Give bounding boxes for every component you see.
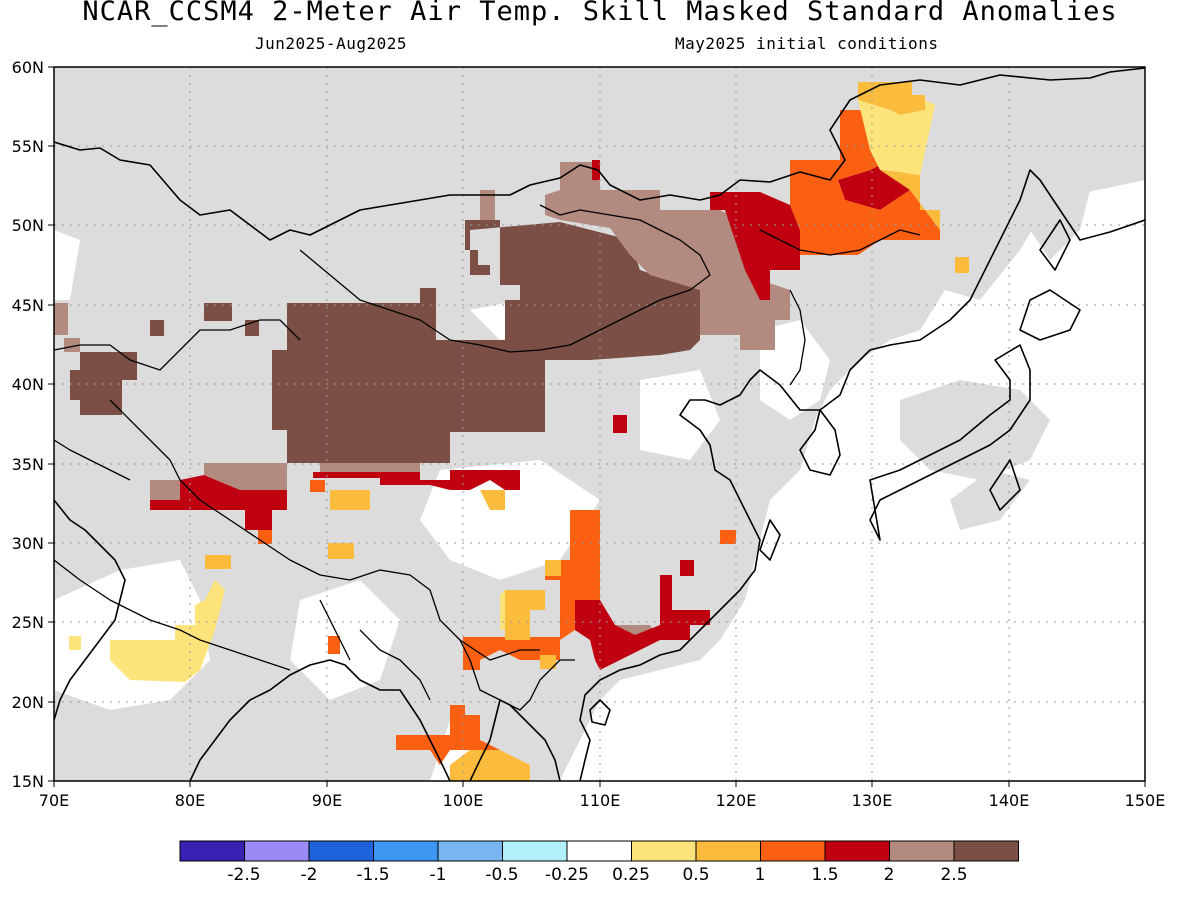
y-tick-label: 25N [12, 613, 44, 632]
map-area [54, 67, 1145, 781]
x-tick-label: 100E [443, 791, 484, 810]
colorbar-label: -1.5 [356, 865, 389, 885]
anomaly-0.5 [69, 100, 935, 682]
country-borders [54, 204, 921, 711]
x-tick-label: 110E [580, 791, 621, 810]
y-tick-label: 55N [12, 137, 44, 156]
colorbar-label: -1 [430, 865, 447, 885]
x-tick-label: 90E [312, 791, 342, 810]
chart-title: NCAR_CCSM4 2-Meter Air Temp. Skill Maske… [82, 0, 1118, 27]
colorbar-box [179, 840, 245, 862]
anomaly-2.0 [54, 162, 790, 650]
colorbar-box [437, 840, 503, 862]
x-tick-label: 70E [39, 791, 69, 810]
colorbar [179, 840, 1019, 862]
colorbar-label: -2 [301, 865, 318, 885]
graticule [54, 67, 1145, 781]
x-tick-label: 140E [989, 791, 1030, 810]
colorbar-labels: -2.5 -2 -1.5 -1 -0.5 -0.25 0.25 0.5 1 1.… [227, 865, 967, 885]
colorbar-box [244, 840, 310, 862]
period-subtitle: Jun2025-Aug2025 [255, 34, 407, 53]
x-tick-label: 150E [1125, 791, 1166, 810]
colorbar-box [824, 840, 890, 862]
colorbar-box [566, 840, 632, 862]
colorbar-label: -0.25 [545, 865, 589, 885]
colorbar-box [760, 840, 826, 862]
colorbar-box [631, 840, 697, 862]
colorbar-label: 0.25 [612, 865, 650, 885]
colorbar-label: 1.5 [811, 865, 838, 885]
y-tick-label: 60N [12, 58, 44, 77]
colorbar-box [308, 840, 374, 862]
colorbar-box [373, 840, 439, 862]
colorbar-label: 1 [755, 865, 766, 885]
colorbar-label: 2 [884, 865, 895, 885]
coastlines [54, 67, 1145, 781]
y-tick-label: 50N [12, 216, 44, 235]
init-subtitle: May2025 initial conditions [675, 34, 939, 53]
colorbar-box [695, 840, 761, 862]
y-tick-labels: 15N 20N 25N 30N 35N 40N 45N 50N 55N 60N [12, 58, 44, 791]
y-tick-label: 20N [12, 693, 44, 712]
axis-ticks [48, 66, 1146, 787]
colorbar-box [953, 840, 1019, 862]
y-tick-label: 35N [12, 455, 44, 474]
y-tick-label: 40N [12, 375, 44, 394]
x-tick-labels: 70E 80E 90E 100E 110E 120E 130E 140E 150… [39, 791, 1166, 810]
y-tick-label: 45N [12, 296, 44, 315]
colorbar-box [502, 840, 568, 862]
colorbar-label: -2.5 [227, 865, 260, 885]
anomaly-1.0 [205, 82, 969, 781]
x-tick-label: 130E [852, 791, 893, 810]
y-tick-label: 15N [12, 772, 44, 791]
colorbar-label: 2.5 [940, 865, 967, 885]
colorbar-box [889, 840, 955, 862]
y-tick-label: 30N [12, 534, 44, 553]
colorbar-label: 0.5 [682, 865, 709, 885]
x-tick-label: 80E [175, 791, 205, 810]
colorbar-label: -0.5 [485, 865, 518, 885]
x-tick-label: 120E [716, 791, 757, 810]
